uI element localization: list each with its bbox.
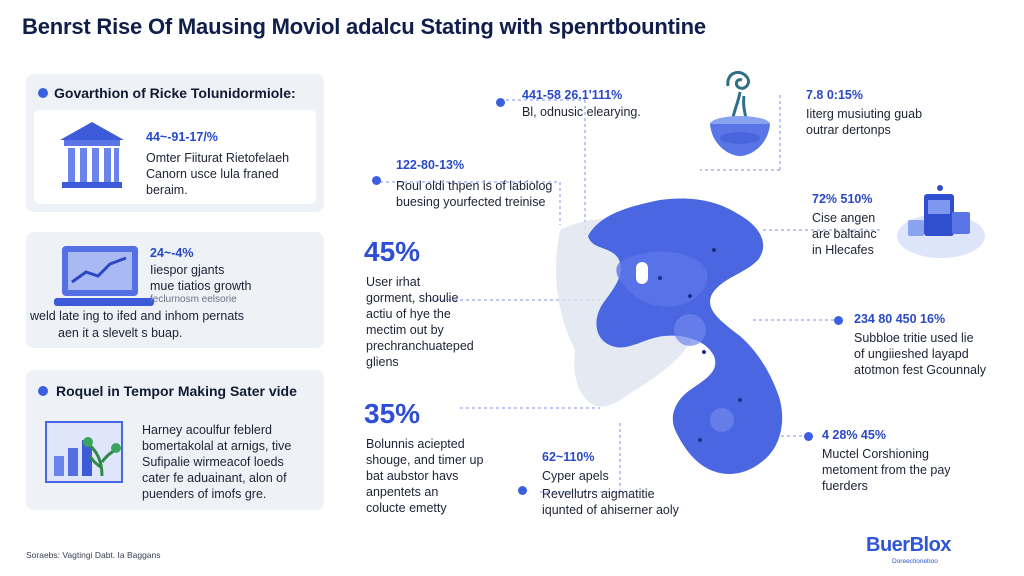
callout-text: of ungiieshed layapd	[854, 347, 969, 361]
callout-text: Cyper apels	[542, 469, 609, 483]
panel-percent: 24~-4%	[150, 246, 194, 260]
callout-number: 441-58 26.1'111%	[522, 88, 623, 102]
panel-text-line: puenders of imofs gre.	[142, 487, 267, 501]
brand-logo: BuerBlox	[866, 534, 951, 556]
panel-text-line: bomertakolal at arnigs, tive	[142, 439, 292, 453]
center-text-line: anpentets an	[366, 485, 439, 499]
callout-text: Iiterg musiuting guab	[806, 107, 923, 121]
bullet-icon	[804, 432, 813, 441]
panel-text-line: feclurnosm eelsorie	[150, 294, 237, 305]
bullet-icon	[38, 88, 48, 98]
callout-text: Bl, odnusic elearying.	[522, 105, 641, 119]
panel-text-line: aen it a slevelt s buap.	[58, 326, 183, 340]
center-text-line: mectim out by	[366, 323, 444, 337]
money-plant-icon	[45, 421, 123, 483]
panel-text-line: Sufipalie wirmeacof loeds	[142, 455, 284, 469]
center-text-line: shouge, and timer up	[366, 453, 484, 467]
panel-text-line: Omter Fiiturat Rietofelaeh	[146, 151, 290, 165]
center-text-line: colucte emetty	[366, 501, 447, 515]
panel-heading: Roquel in Tempor Making Sater vide	[56, 383, 297, 399]
panel-text-line: Canorn usce lula franed	[146, 167, 279, 181]
panel-growth: 24~-4% Iiespor gjants mue tiatios growth…	[26, 232, 324, 348]
callout-text: Roul oldi thpen is of labiolog	[396, 179, 553, 193]
bullet-icon	[834, 316, 843, 325]
callout-number: 234 80 450 16%	[854, 312, 946, 326]
fountain-bowl-icon	[710, 70, 770, 156]
callout-text: Cise angen	[812, 211, 876, 225]
stat-big-1: 45%	[364, 236, 421, 267]
panel-governance: Govarthion of Ricke Tolunidormiole: 44~-…	[26, 74, 324, 212]
callout-number: 4 28% 45%	[822, 428, 886, 442]
panel-text-line: Harney acoulfur feblerd	[142, 423, 272, 437]
brand-tagline: Doreectioneboo	[892, 558, 938, 565]
panel-text-line: cater fe aduainant, alon of	[142, 471, 287, 485]
center-text-line: actiu of hye the	[366, 307, 451, 321]
panel-heading: Govarthion of Ricke Tolunidormiole:	[54, 85, 296, 101]
callout-text: in Hlecafes	[812, 243, 874, 257]
panel-body	[34, 110, 316, 204]
bullet-icon	[38, 386, 48, 396]
bullet-icon	[372, 176, 381, 185]
callout-text: metoment from the pay	[822, 463, 951, 477]
callout-text: fuerders	[822, 479, 868, 493]
callout-number: 72% 510%	[812, 192, 873, 206]
center-text-line: User irhat	[366, 275, 421, 289]
callout-text: outrar dertonps	[806, 123, 891, 137]
device-cluster-icon	[897, 185, 985, 258]
center-text-line: prechranchuateped	[366, 339, 474, 353]
center-text-line: gorment, shoulie	[366, 291, 459, 305]
laptop-chart-icon	[54, 246, 154, 306]
panel-text-line: weld late ing to ifed and inhom pernats	[30, 309, 245, 323]
panel-percent: 44~-91-17/%	[146, 130, 218, 144]
page-title: Benrst Rise Of Mausing Moviol adalcu Sta…	[22, 14, 706, 39]
panel-tempor: Roquel in Tempor Making Sater vide Harne…	[26, 370, 324, 510]
callout-number: 62~110%	[542, 450, 595, 464]
bank-building-icon	[60, 122, 124, 188]
source-note: Soraebs: Vagtingi Dabt. Ia Baggans	[26, 550, 161, 560]
callout-text: iqunted of ahiserner aoly	[542, 503, 679, 517]
stat-big-2: 35%	[364, 398, 421, 429]
center-text-line: Bolunnis aciepted	[366, 437, 465, 451]
callout-number: 7.8 0:15%	[806, 88, 863, 102]
center-text-line: gliens	[366, 355, 399, 369]
callout-text: are baltainc	[812, 227, 877, 241]
callout-text: Revellutrs aigmatitie	[542, 487, 655, 501]
panel-text-line: Iiespor gjants	[150, 263, 225, 277]
center-text-line: bat aubstor havs	[366, 469, 459, 483]
callout-text: Muctel Corshioning	[822, 447, 929, 461]
callout-text: buesing yourfected treinise	[396, 195, 546, 209]
callout-text: atotmon fest Gcounnaly	[854, 363, 987, 377]
callout-text: Subbloe tritie used lie	[854, 331, 974, 345]
callout-number: 122-80-13%	[396, 158, 465, 172]
bullet-icon	[518, 486, 527, 495]
panel-text-line: beraim.	[146, 183, 188, 197]
bullet-icon	[496, 98, 505, 107]
panel-text-line: mue tiatios growth	[150, 279, 252, 293]
